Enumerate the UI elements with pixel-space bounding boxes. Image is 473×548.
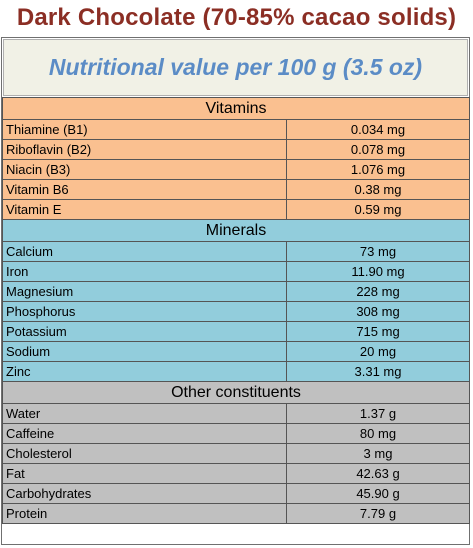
nutrient-label: Caffeine [2,423,287,444]
nutrient-label: Vitamin B6 [2,179,287,200]
table-row: Vitamin E 0.59 mg [2,199,470,220]
table-row: Iron 11.90 mg [2,261,470,282]
table-row: Vitamin B6 0.38 mg [2,179,470,200]
nutrient-value: 1.076 mg [286,159,470,180]
nutrient-value: 228 mg [286,281,470,302]
nutrient-label: Cholesterol [2,443,287,464]
section-header-vitamins: Vitamins [2,97,470,120]
nutrient-value: 715 mg [286,321,470,342]
nutrient-value: 42.63 g [286,463,470,484]
table-row: Sodium 20 mg [2,341,470,362]
nutrient-value: 73 mg [286,241,470,262]
nutrient-label: Water [2,403,287,424]
table-row: Niacin (B3) 1.076 mg [2,159,470,180]
nutrition-table: Vitamins Thiamine (B1) 0.034 mg Riboflavi… [2,97,470,524]
table-row: Protein 7.79 g [2,503,470,524]
nutrient-value: 3 mg [286,443,470,464]
nutrition-table-frame: Nutritional value per 100 g (3.5 oz) Vit… [1,37,470,545]
section-header-other: Other constituents [2,381,470,404]
section-title: Minerals [2,219,470,242]
table-row: Fat 42.63 g [2,463,470,484]
nutrient-value: 20 mg [286,341,470,362]
nutrient-value: 1.37 g [286,403,470,424]
table-row: Caffeine 80 mg [2,423,470,444]
nutrient-value: 80 mg [286,423,470,444]
table-row: Riboflavin (B2) 0.078 mg [2,139,470,160]
table-row: Calcium 73 mg [2,241,470,262]
nutrient-label: Fat [2,463,287,484]
table-row: Zinc 3.31 mg [2,361,470,382]
nutrient-label: Potassium [2,321,287,342]
nutrient-value: 3.31 mg [286,361,470,382]
table-row: Thiamine (B1) 0.034 mg [2,119,470,140]
section-title: Other constituents [2,381,470,404]
nutrient-label: Protein [2,503,287,524]
table-row: Water 1.37 g [2,403,470,424]
nutrient-label: Vitamin E [2,199,287,220]
nutrient-value: 45.90 g [286,483,470,504]
nutrient-label: Magnesium [2,281,287,302]
nutrient-label: Sodium [2,341,287,362]
table-row: Carbohydrates 45.90 g [2,483,470,504]
section-title: Vitamins [2,97,470,120]
nutrient-label: Thiamine (B1) [2,119,287,140]
nutrient-value: 0.034 mg [286,119,470,140]
table-row: Cholesterol 3 mg [2,443,470,464]
page-title: Dark Chocolate (70-85% cacao solids) [16,4,457,31]
nutrient-value: 308 mg [286,301,470,322]
table-row: Phosphorus 308 mg [2,301,470,322]
nutrient-value: 0.38 mg [286,179,470,200]
table-row: Potassium 715 mg [2,321,470,342]
nutrient-value: 0.59 mg [286,199,470,220]
nutrient-label: Calcium [2,241,287,262]
nutrient-label: Riboflavin (B2) [2,139,287,160]
table-row: Magnesium 228 mg [2,281,470,302]
subtitle: Nutritional value per 100 g (3.5 oz) [3,39,468,96]
nutrient-label: Carbohydrates [2,483,287,504]
nutrient-label: Niacin (B3) [2,159,287,180]
section-header-minerals: Minerals [2,219,470,242]
nutrient-label: Iron [2,261,287,282]
nutrient-label: Zinc [2,361,287,382]
nutrient-value: 7.79 g [286,503,470,524]
nutrient-label: Phosphorus [2,301,287,322]
nutrient-value: 11.90 mg [286,261,470,282]
nutrient-value: 0.078 mg [286,139,470,160]
